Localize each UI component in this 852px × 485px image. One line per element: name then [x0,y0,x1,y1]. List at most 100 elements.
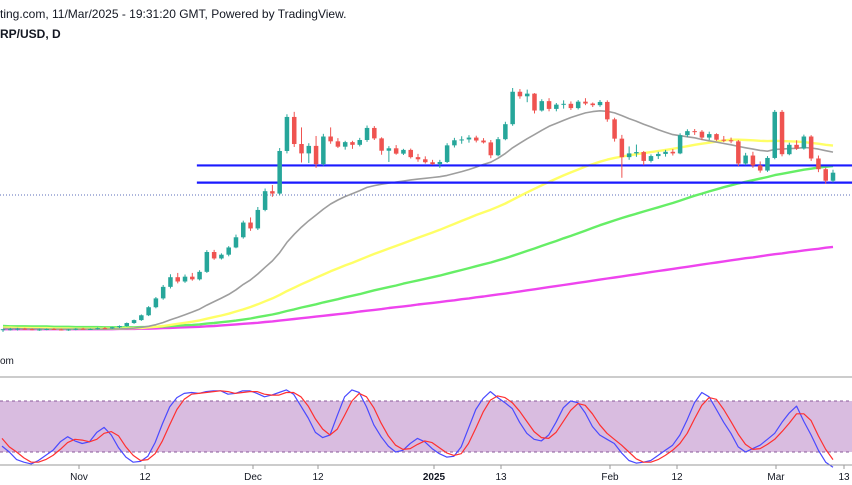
candle-body [728,140,734,142]
bullish-candle [262,188,268,212]
candle-body [168,277,173,287]
bearish-candle [605,100,610,122]
candle-body [757,165,763,171]
bearish-candle [670,149,676,156]
bullish-candle [466,135,472,143]
bullish-candle [37,328,42,331]
bearish-candle [248,217,253,231]
bullish-candle [233,234,239,249]
bullish-candle [554,103,559,112]
candle-body [350,142,355,145]
candle-body [211,252,217,259]
bearish-candle [692,129,697,135]
candle-body [88,328,93,330]
candle-body [699,131,705,138]
bearish-candle [393,145,399,155]
bullish-candle [597,100,603,107]
bearish-candle [488,139,494,159]
bullish-candle [197,270,202,281]
candle-body [335,141,341,147]
candle-body [146,307,151,316]
bearish-candle [328,127,333,144]
candle-body [219,254,224,259]
candle-body [226,247,231,255]
bearish-candle [779,109,785,157]
bearish-candle [583,98,588,106]
stochastic-line [1,389,834,468]
bearish-candle [58,328,64,331]
bearish-candle [313,135,319,168]
stochastic-band [0,401,852,452]
bullish-candle [357,137,363,147]
candle-body [241,222,246,238]
bearish-candle [29,328,35,331]
candle-body [706,134,712,138]
candle-body [656,153,661,157]
candle-body [401,149,406,154]
candle-body [160,286,166,299]
bearish-candle [175,272,180,284]
candle-body [175,277,180,282]
x-tick-label: 12 [671,472,683,483]
time-axis-ticks: Nov 12 Dec 12 2025 13 Feb 12 Mar 13 [70,465,850,483]
candle-body [597,101,603,106]
candle-body [58,329,64,331]
bullish-candle [801,134,807,150]
bullish-candle [226,246,231,257]
candle-body [685,131,690,136]
candle-body [794,144,799,149]
candle-body [95,328,100,330]
bearish-candle [816,155,821,173]
x-tick-label: 12 [139,472,151,483]
candle-body [670,151,676,154]
bullish-candle [204,250,210,273]
bullish-candle [656,151,661,160]
bearish-candle [299,127,304,163]
candle-body [299,144,304,154]
candle-body [481,140,486,143]
bullish-candle [452,137,457,148]
bullish-candle [321,133,326,166]
bearish-candle [721,135,727,143]
support-lines-layer [196,164,852,184]
bullish-candle [146,306,151,317]
bearish-candle [415,153,421,162]
bearish-candle [481,138,486,144]
candle-body [779,111,785,155]
candle-body [321,136,326,165]
candle-body [830,172,836,181]
candle-body [721,139,727,141]
bearish-candle [102,327,108,330]
bullish-candle [575,100,581,110]
bearish-candle [532,93,537,114]
moving-average-line [2,110,834,331]
candle-body [663,151,668,154]
candle-body [51,328,57,330]
bearish-candle [211,249,217,260]
bearish-candle [80,327,86,330]
bullish-candle [503,121,508,141]
candle-body [182,276,188,282]
candle-body [44,328,49,330]
candle-body [22,328,28,330]
candle-body [554,104,559,109]
bullish-candle [168,274,173,289]
x-tick-label: Nov [70,472,88,483]
bullish-candle [219,253,224,260]
bullish-candle [743,152,748,166]
candle-body [648,156,654,161]
bullish-candle [153,297,159,309]
candle-body [15,328,20,330]
candle-body [750,155,756,166]
candle-body [626,153,632,158]
candle-body [139,315,144,321]
bearish-candle [714,133,719,141]
bullish-candle [787,142,792,156]
bearish-candle [546,98,552,112]
bullish-candle [342,140,348,150]
candle-body [677,135,683,154]
candle-body [124,323,130,326]
candle-body [393,148,399,154]
bullish-candle [561,100,566,109]
candle-body [284,116,290,151]
